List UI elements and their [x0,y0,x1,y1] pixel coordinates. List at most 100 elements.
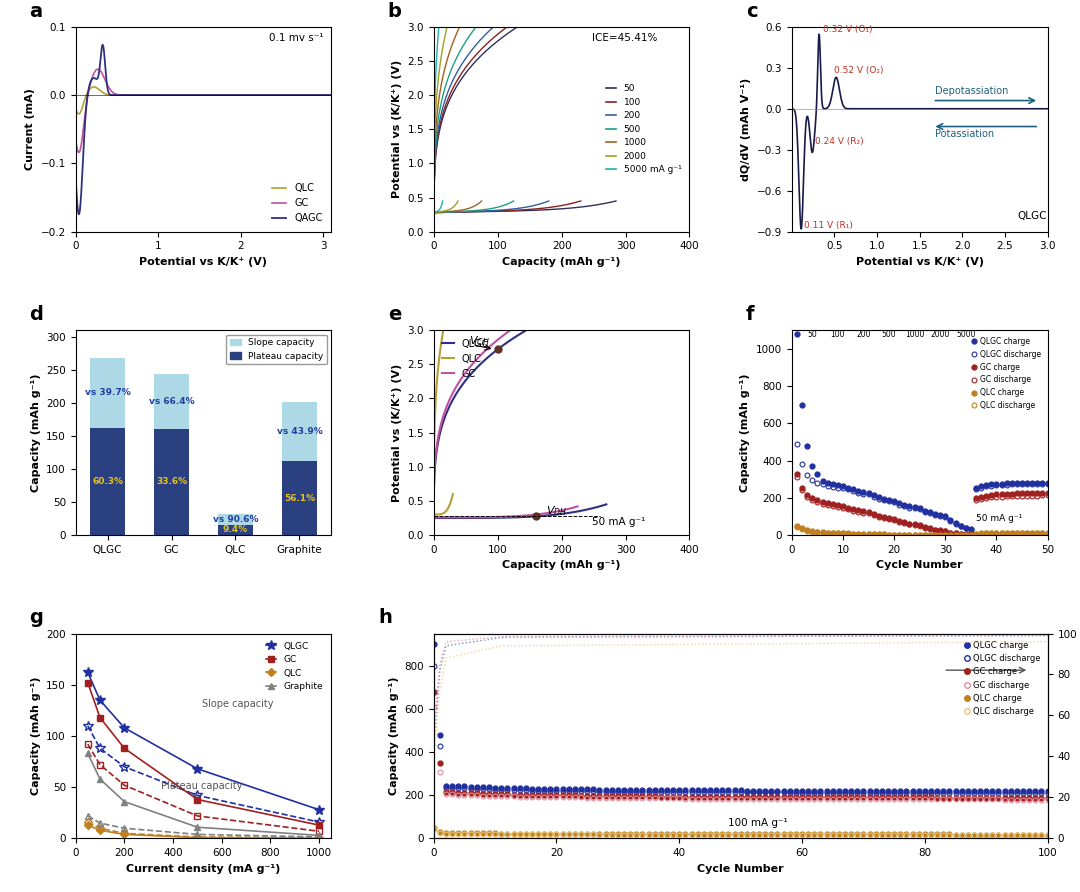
QLGC charge [841,483,854,493]
QLGC discharge [985,481,998,491]
QLGC charge [974,481,987,491]
Text: 100 mA g⁻¹: 100 mA g⁻¹ [728,818,788,828]
QLC discharge [959,530,972,541]
QLGC charge [470,781,483,792]
GC discharge [1041,490,1054,500]
GC discharge [893,516,906,527]
QLGC charge [800,441,813,451]
Y-axis label: Capacity (mAh g⁻¹): Capacity (mAh g⁻¹) [741,374,751,491]
X-axis label: Potential vs K/K⁺ (V): Potential vs K/K⁺ (V) [855,257,984,267]
QLC charge [944,530,957,541]
QLC charge [1036,527,1049,538]
QLC charge [791,521,804,532]
QLC discharge [1000,528,1013,539]
GC discharge [1005,491,1018,501]
Text: 1000: 1000 [905,330,924,339]
GC charge [847,504,860,515]
Text: 50 mA g⁻¹: 50 mA g⁻¹ [976,514,1023,523]
QLC discharge [710,830,723,840]
QLGC charge [847,484,860,495]
GC discharge [710,793,723,804]
GC charge [800,490,813,500]
QLC charge [470,828,483,838]
GC discharge [929,524,942,535]
QLGC discharge [877,495,890,506]
GC discharge [428,701,441,712]
QLC discharge [1021,527,1034,538]
QAGC [96,39,109,50]
QLGC discharge [929,509,942,520]
Y-axis label: Current (mA): Current (mA) [25,88,35,170]
QLGC charge [970,483,983,493]
QLC charge [903,529,916,540]
QLGC charge [1005,478,1018,489]
QLC discharge [918,530,931,541]
QLC discharge [995,528,1008,539]
QLC discharge [888,830,901,840]
GC discharge [796,794,809,805]
QLGC charge [1015,478,1028,489]
Text: 100: 100 [831,330,846,339]
GC [325,90,338,101]
GC charge [882,513,895,524]
X-axis label: Capacity (mAh g⁻¹): Capacity (mAh g⁻¹) [502,560,621,570]
Text: Slope capacity: Slope capacity [202,699,273,709]
QLC discharge [791,522,804,533]
QLC charge [964,530,977,541]
QLC discharge [934,530,947,541]
GC discharge [1021,491,1034,501]
QLC [262,90,275,101]
QLC charge [918,530,931,541]
Line: QLC discharge: QLC discharge [795,524,1050,538]
Bar [154,375,189,429]
QLGC charge [806,461,819,472]
GC charge [964,529,977,540]
GC charge [816,497,829,508]
QLC [116,90,129,101]
QLC charge [852,528,865,539]
QLGC discharge [826,482,839,492]
GC discharge [873,511,886,522]
QLGC discharge [856,788,869,798]
Text: 2000: 2000 [931,330,949,339]
QLGC discharge [893,500,906,510]
GC discharge [1041,794,1054,805]
GC charge [1015,488,1028,499]
Y-axis label: Potential vs (K/K⁺) (V): Potential vs (K/K⁺) (V) [392,60,402,198]
QLC charge [980,528,993,539]
GC charge [897,517,910,528]
QLGC charge [832,480,845,491]
GC discharge [1000,491,1013,501]
QLC charge [990,527,1003,538]
GC discharge [832,501,845,512]
QLGC discharge [710,787,723,797]
QLC charge [1041,527,1054,538]
GC [72,147,85,158]
QLC charge [1031,527,1044,538]
GC discharge [954,529,967,540]
GC charge [888,792,901,803]
QLC charge [1026,527,1039,538]
QLGC discharge [908,503,921,514]
QLGC discharge [791,439,804,450]
X-axis label: Cycle Number: Cycle Number [876,560,963,570]
Text: 5000: 5000 [956,330,975,339]
QLC discharge [867,529,880,540]
GC discharge [995,491,1008,502]
QLGC discharge [964,524,977,535]
Bar [154,429,189,535]
GC charge [934,525,947,536]
GC charge [949,528,962,539]
Text: g: g [29,608,43,627]
GC charge [908,519,921,530]
QLC discharge [970,528,983,539]
Legend: QLGC, QLC, GC: QLGC, QLC, GC [438,335,494,383]
Text: b: b [388,2,402,21]
QLGC charge [888,495,901,506]
GC charge [428,687,441,698]
Line: GC charge: GC charge [431,690,1050,800]
QLGC charge [934,509,947,520]
QLC discharge [862,529,875,540]
QLC [69,103,82,114]
QLC charge [832,528,845,539]
